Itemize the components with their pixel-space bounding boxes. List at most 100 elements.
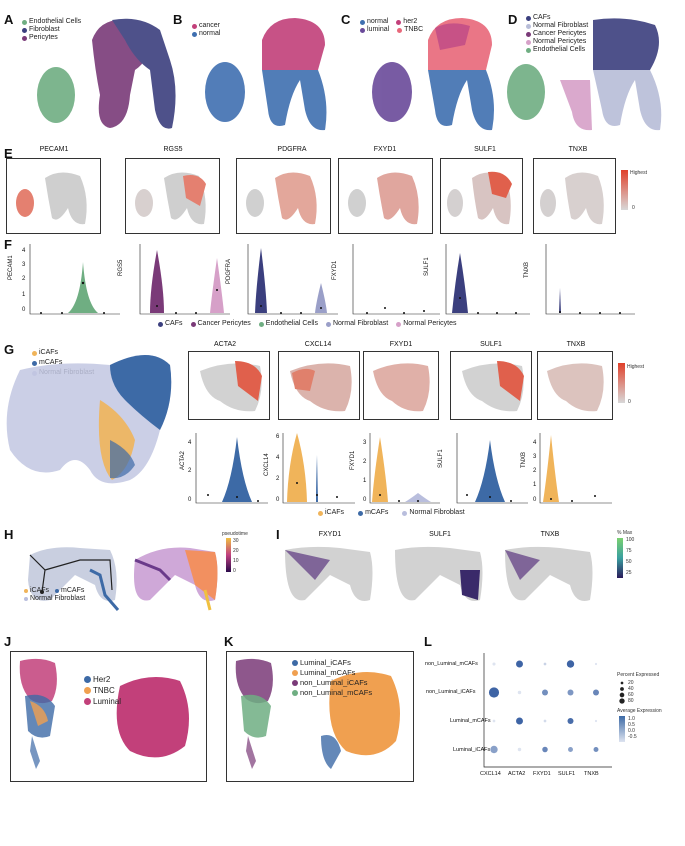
ytick: 4	[276, 455, 280, 461]
legend-dot	[24, 597, 28, 601]
legend-label: CAFs	[165, 320, 183, 327]
col-label: SULF1	[558, 771, 576, 777]
dot-Luminal_iCAFs-FXYD1	[542, 746, 548, 753]
legend-dot	[526, 31, 531, 37]
dot-Luminal_mCAFs-FXYD1	[543, 719, 547, 723]
legend-dot	[192, 23, 197, 29]
size-legend-dot	[620, 681, 624, 685]
gene-title: TNXB	[540, 531, 560, 538]
dot-Luminal_mCAFs-TNXB	[594, 719, 598, 723]
legend-dot	[360, 19, 365, 25]
ytick: 3	[533, 454, 537, 460]
dot-Luminal_iCAFs-TNXB	[593, 747, 599, 752]
gene-title: SULF1	[429, 531, 451, 538]
dot-Luminal_mCAFs-CXCL14	[492, 719, 496, 723]
legend-dot	[325, 321, 331, 327]
gene-title: FXYD1	[389, 341, 413, 348]
ytick: 4	[188, 440, 192, 446]
legend-b: cancer normal	[192, 22, 220, 38]
legend-dot	[360, 27, 365, 33]
col-label: CXCL14	[480, 771, 501, 777]
ytick: 2	[22, 276, 26, 282]
umap-g	[6, 355, 172, 484]
legend-dot	[526, 39, 531, 45]
legend-dot	[84, 687, 91, 694]
legend-dot	[22, 19, 27, 25]
ytick: 1	[22, 292, 26, 298]
umap-c	[372, 18, 494, 131]
pct-tick: 40	[628, 686, 634, 692]
scale-tick: 50	[626, 559, 632, 565]
ytick: 0	[188, 497, 192, 503]
gene-title: SULF1	[480, 341, 502, 348]
legend-label: Pericytes	[29, 34, 58, 41]
legend-label: Normal Fibroblast	[30, 595, 86, 602]
row-label: non_Luminal_iCAFs	[426, 689, 476, 695]
legend-dot	[192, 31, 197, 37]
legend-label: iCAFs	[39, 349, 59, 356]
dotplot-axes	[483, 653, 612, 768]
scale-tick: 25	[626, 570, 632, 576]
legend-dot	[24, 589, 28, 593]
panel-label-b: B	[173, 12, 183, 27]
dot-Luminal_iCAFs-CXCL14	[490, 745, 498, 754]
scale-tick: 30	[233, 538, 239, 544]
legend-dot	[292, 690, 298, 696]
col-label: ACTA2	[508, 771, 526, 777]
legend-label: TNBC	[404, 26, 424, 33]
legend-f: CAFs Cancer Pericytes Endothelial Cells …	[158, 320, 457, 328]
legend-label: Cancer Pericytes	[533, 30, 587, 37]
gene-title: TNXB	[568, 146, 588, 153]
feature-blobs-e	[16, 170, 628, 225]
ytick: 2	[276, 476, 280, 482]
umap-a	[37, 18, 176, 129]
scale-tick: 75	[626, 548, 632, 554]
pseudotime-title: pseudotime	[222, 531, 248, 537]
ytick: 3	[22, 262, 26, 268]
dot-Luminal_mCAFs-ACTA2	[516, 717, 523, 725]
gene-title: TNXB	[566, 341, 586, 348]
legend-label: Normal Fibroblast	[332, 320, 389, 327]
legend-dot	[396, 321, 402, 327]
dot-non_Luminal_mCAFs-SULF1	[566, 660, 575, 668]
dot-Luminal_iCAFs-ACTA2	[517, 747, 522, 752]
legend-label: Her2	[93, 675, 111, 684]
legend-dot	[55, 589, 60, 593]
legend-a: Endothelial Cells Fibroblast Pericytes	[22, 18, 81, 42]
dot-non_Luminal_iCAFs-ACTA2	[517, 690, 522, 695]
pct-expressed-title: Percent Expressed	[617, 672, 660, 678]
ytick: 2	[188, 468, 192, 474]
scale-tick: 100	[626, 537, 635, 543]
size-legend-dot	[619, 692, 625, 698]
ytick: 3	[363, 440, 367, 446]
legend-dot	[84, 676, 91, 683]
gene-title: PECAM1	[39, 146, 69, 153]
color-scale-g	[618, 363, 625, 403]
legend-label: CAFs	[533, 14, 551, 21]
legend-label: iCAFs	[325, 509, 345, 516]
legend-label: Endothelial Cells	[265, 320, 318, 327]
legend-d: CAFs Normal Fibroblast Cancer Pericytes …	[526, 14, 588, 54]
gene-title: CXCL14	[304, 341, 332, 348]
violin-row-g	[195, 433, 612, 504]
ytick: 4	[533, 440, 537, 446]
legend-label: Luminal_iCAFs	[300, 658, 351, 667]
ytick: 0	[533, 497, 537, 503]
panel-label-h: H	[4, 527, 14, 542]
panel-label-g: G	[4, 342, 15, 357]
legend-k: Luminal_iCAFs Luminal_mCAFs non_Luminal_…	[292, 658, 372, 698]
avg-tick: 0.0	[628, 728, 635, 734]
legend-dot	[396, 19, 402, 25]
dot-non_Luminal_mCAFs-FXYD1	[543, 662, 547, 666]
panel-label-i: I	[276, 527, 280, 542]
col-label: TNXB	[584, 771, 599, 777]
legend-label: Normal Fibroblast	[533, 22, 589, 29]
ytick: 0	[276, 497, 280, 503]
legend-label: Endothelial Cells	[533, 46, 586, 53]
avg-tick: -0.5	[628, 734, 637, 740]
pct-tick: 60	[628, 692, 634, 698]
color-scale-e	[621, 170, 628, 210]
dot-non_Luminal_mCAFs-ACTA2	[516, 660, 523, 668]
legend-label: Normal Fibroblast	[409, 509, 465, 516]
legend-dot	[32, 360, 37, 366]
